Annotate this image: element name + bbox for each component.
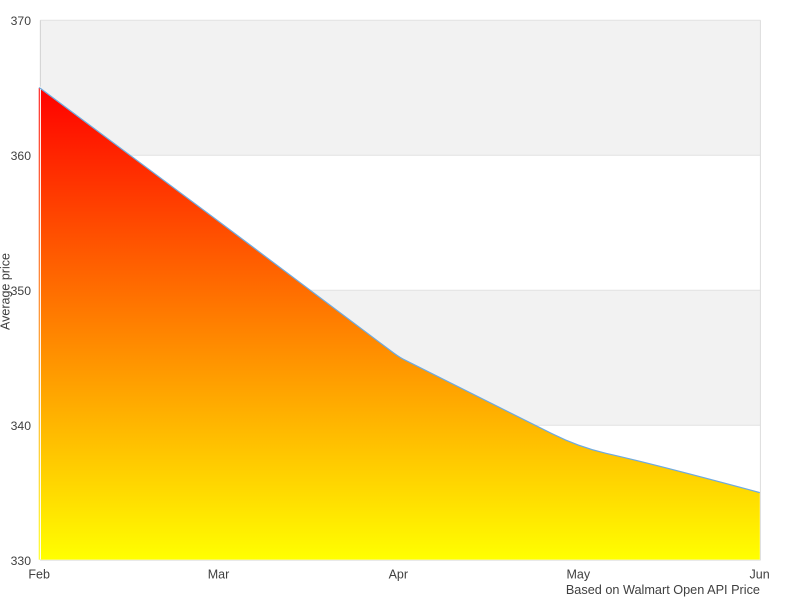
svg-text:Feb: Feb <box>28 568 50 582</box>
svg-text:Based on Walmart Open API Pric: Based on Walmart Open API Price <box>566 583 760 597</box>
svg-text:Mar: Mar <box>208 568 230 582</box>
svg-text:370: 370 <box>11 14 32 28</box>
svg-text:340: 340 <box>11 419 32 433</box>
svg-text:350: 350 <box>11 284 32 298</box>
svg-text:Average price: Average price <box>0 253 13 330</box>
svg-text:Jun: Jun <box>750 568 770 582</box>
svg-text:Apr: Apr <box>389 568 408 582</box>
svg-text:360: 360 <box>11 149 32 163</box>
svg-text:May: May <box>566 568 590 582</box>
svg-text:330: 330 <box>11 554 32 568</box>
